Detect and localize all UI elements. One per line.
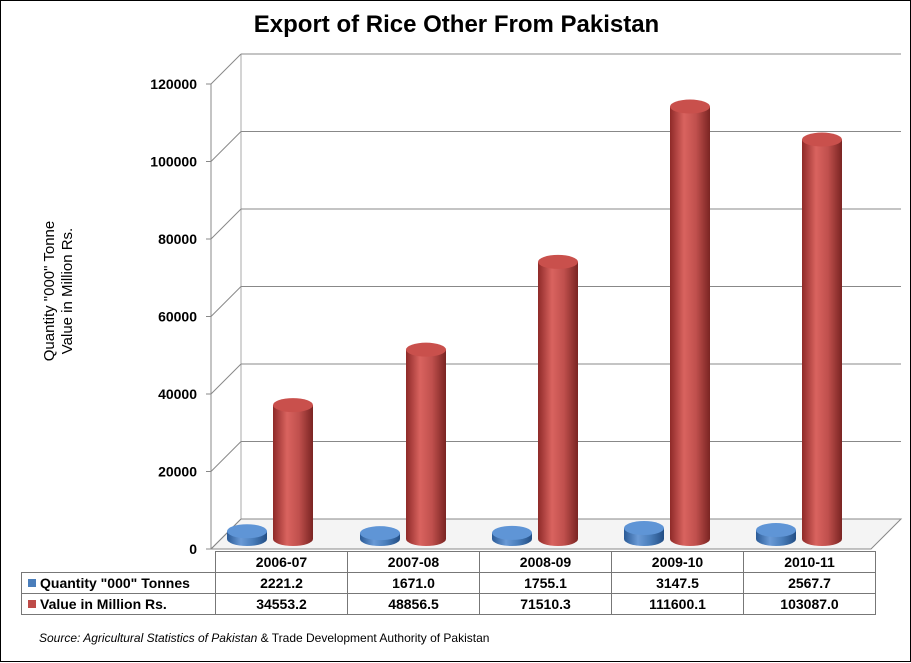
table-cell: 111600.1 bbox=[611, 593, 744, 615]
data-table-row-value: Value in Million Rs. 34553.2 48856.5 715… bbox=[21, 593, 876, 615]
source-rest: & Trade Development Authority of Pakista… bbox=[257, 631, 490, 645]
y-tick-label: 60000 bbox=[158, 309, 197, 325]
legend-key-quantity bbox=[28, 579, 36, 587]
category-label: 2007-08 bbox=[347, 551, 480, 573]
series-name: Quantity "000" Tonnes bbox=[40, 575, 190, 591]
bar-value bbox=[538, 254, 578, 546]
data-table-header-row: 2006-07 2007-08 2008-09 2009-10 2010-11 bbox=[21, 551, 876, 573]
legend-entry-quantity: Quantity "000" Tonnes bbox=[21, 572, 216, 594]
table-cell: 71510.3 bbox=[479, 593, 612, 615]
data-table-row-quantity: Quantity "000" Tonnes 2221.2 1671.0 1755… bbox=[21, 572, 876, 594]
bar-value-body bbox=[802, 139, 842, 539]
bar-quantity bbox=[492, 525, 532, 546]
bar-quantity bbox=[360, 526, 400, 546]
legend-entry-value: Value in Million Rs. bbox=[21, 593, 216, 615]
category-label: 2010-11 bbox=[743, 551, 876, 573]
gridline-diagonal bbox=[210, 286, 242, 317]
category-label: 2009-10 bbox=[611, 551, 744, 573]
bar-value-body bbox=[406, 349, 446, 539]
bar-quantity bbox=[756, 523, 796, 546]
chart-title: Export of Rice Other From Pakistan bbox=[253, 11, 660, 38]
table-cell: 2567.7 bbox=[743, 572, 876, 594]
bar-value-body bbox=[538, 261, 578, 539]
series-name: Value in Million Rs. bbox=[40, 596, 167, 612]
bar-value-base bbox=[670, 532, 710, 546]
category-label: 2006-07 bbox=[215, 551, 348, 573]
table-cell: 3147.5 bbox=[611, 572, 744, 594]
bar-quantity-top bbox=[492, 525, 532, 540]
bar-value bbox=[802, 132, 842, 546]
y-tick-label: 100000 bbox=[150, 154, 197, 170]
data-table-corner bbox=[21, 551, 216, 573]
bar-value bbox=[273, 398, 313, 546]
bar-quantity-top bbox=[227, 524, 267, 539]
bar-quantity bbox=[227, 524, 267, 546]
bar-value-top bbox=[802, 132, 842, 147]
table-cell: 2221.2 bbox=[215, 572, 348, 594]
bar-value bbox=[406, 342, 446, 546]
table-cell: 34553.2 bbox=[215, 593, 348, 615]
y-tick-label: 0 bbox=[189, 541, 197, 557]
bar-value bbox=[670, 99, 710, 546]
bar-value-top bbox=[670, 99, 710, 114]
gridline-diagonal bbox=[210, 53, 242, 85]
bar-quantity-base bbox=[624, 532, 664, 546]
bar-value-base bbox=[802, 532, 842, 546]
y-tick-label: 120000 bbox=[150, 76, 197, 92]
data-table: 2006-07 2007-08 2008-09 2009-10 2010-11 … bbox=[21, 551, 876, 615]
bar-value-base bbox=[406, 532, 446, 546]
gridline-diagonal bbox=[210, 441, 242, 472]
source-italic: Source: Agricultural Statistics of Pakis… bbox=[39, 631, 258, 645]
bar-value-base bbox=[538, 532, 578, 546]
bar-quantity-top bbox=[624, 521, 664, 536]
bar-value-top bbox=[273, 398, 313, 413]
bar-value-body bbox=[670, 106, 710, 539]
table-cell: 1671.0 bbox=[347, 572, 480, 594]
gridline-diagonal bbox=[210, 363, 242, 395]
gridline-diagonal bbox=[210, 131, 242, 162]
bar-value-top bbox=[406, 342, 446, 357]
y-tick-label: 20000 bbox=[158, 464, 197, 480]
table-cell: 103087.0 bbox=[743, 593, 876, 615]
bar-value-top bbox=[538, 254, 578, 269]
bar-value-base bbox=[273, 532, 313, 546]
gridline-diagonal bbox=[210, 208, 242, 240]
source-note: Source: Agricultural Statistics of Pakis… bbox=[39, 631, 489, 645]
category-label: 2008-09 bbox=[479, 551, 612, 573]
bar-quantity bbox=[624, 521, 664, 546]
bar-quantity-top bbox=[756, 523, 796, 538]
y-tick-label: 80000 bbox=[158, 231, 197, 247]
gridline-diagonal bbox=[210, 518, 242, 550]
y-tick-label: 40000 bbox=[158, 386, 197, 402]
legend-key-value bbox=[28, 600, 36, 608]
table-cell: 48856.5 bbox=[347, 593, 480, 615]
table-cell: 1755.1 bbox=[479, 572, 612, 594]
bar-quantity-top bbox=[360, 526, 400, 541]
bar-value-body bbox=[273, 405, 313, 539]
